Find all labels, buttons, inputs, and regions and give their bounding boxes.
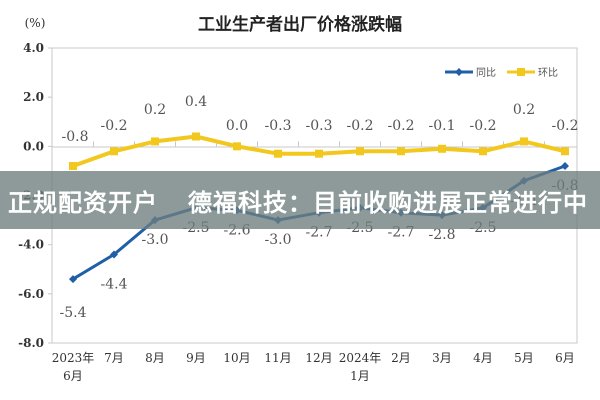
data-label: -0.1 bbox=[429, 118, 456, 134]
x-tick-label: 6月 bbox=[63, 369, 83, 383]
data-label: -0.2 bbox=[552, 118, 579, 134]
data-label: -5.4 bbox=[60, 305, 87, 321]
x-tick-label: 11月 bbox=[264, 351, 291, 365]
data-point-marker bbox=[397, 147, 405, 156]
data-point-marker bbox=[233, 142, 241, 151]
data-label: 0.2 bbox=[144, 102, 166, 118]
y-tick-label: -8.0 bbox=[18, 336, 44, 350]
data-label: -3.0 bbox=[142, 232, 169, 248]
data-label: -3.0 bbox=[265, 232, 292, 248]
data-point-marker bbox=[438, 144, 446, 153]
data-label: 0.2 bbox=[513, 102, 535, 118]
y-tick-label: 2.0 bbox=[23, 90, 44, 104]
x-tick-label: 7月 bbox=[104, 351, 124, 365]
x-tick-label: 6月 bbox=[555, 351, 575, 365]
data-point-marker bbox=[561, 147, 569, 156]
data-label: 0.0 bbox=[226, 118, 248, 134]
data-label: -0.3 bbox=[265, 118, 292, 134]
legend-label: 环比 bbox=[538, 67, 558, 79]
data-label: -0.2 bbox=[347, 118, 374, 134]
x-tick-label: 1月 bbox=[350, 369, 370, 383]
x-tick-label: 12月 bbox=[305, 351, 332, 365]
data-point-marker bbox=[561, 162, 569, 170]
y-axis-unit-label: (%) bbox=[25, 16, 46, 30]
data-point-marker bbox=[69, 162, 77, 170]
overlay-banner: 正规配资开户 德福科技：目前收购进展正常进行中 bbox=[0, 171, 600, 229]
data-point-marker bbox=[110, 147, 118, 156]
data-label: -4.4 bbox=[101, 277, 128, 293]
x-axis-ticks: 2023年 6月 7月 8月 9月 10月 11月 12月 2024年 1月 2月 3月 4月 5月 6月 bbox=[52, 141, 575, 383]
data-point-marker bbox=[192, 132, 200, 141]
y-tick-label: 0.0 bbox=[23, 139, 44, 153]
data-point-marker bbox=[479, 147, 487, 156]
x-tick-label: 2月 bbox=[391, 351, 411, 365]
data-point-marker bbox=[315, 149, 323, 158]
legend: 同比 环比 bbox=[445, 67, 558, 79]
x-tick-label: 2024年 bbox=[339, 351, 382, 365]
data-point-marker bbox=[520, 137, 528, 146]
x-tick-label: 9月 bbox=[186, 351, 206, 365]
x-tick-label: 3月 bbox=[432, 351, 452, 365]
data-point-marker bbox=[110, 250, 118, 259]
data-label: -0.2 bbox=[388, 118, 415, 134]
data-point-marker bbox=[356, 147, 364, 156]
data-label: -0.3 bbox=[306, 118, 333, 134]
banner-left-text: 正规配资开户 bbox=[8, 188, 158, 217]
chart-title: 工业生产者出厂价格涨跌幅 bbox=[198, 14, 402, 35]
y-tick-label: -4.0 bbox=[18, 238, 44, 252]
x-tick-label: 8月 bbox=[145, 351, 165, 365]
data-label: -0.2 bbox=[101, 118, 128, 134]
data-label: -0.2 bbox=[470, 118, 497, 134]
data-label: -0.8 bbox=[62, 129, 89, 145]
x-tick-label: 10月 bbox=[223, 351, 250, 365]
data-label: -2.8 bbox=[429, 227, 456, 243]
x-tick-label: 4月 bbox=[473, 351, 493, 365]
data-point-marker bbox=[151, 137, 159, 146]
data-label: 0.4 bbox=[185, 94, 207, 110]
data-point-marker bbox=[69, 275, 77, 284]
y-tick-label: 4.0 bbox=[23, 41, 44, 55]
y-tick-label: -6.0 bbox=[18, 287, 44, 301]
legend-label: 同比 bbox=[476, 67, 496, 79]
x-tick-label: 2023年 bbox=[52, 351, 95, 365]
x-tick-label: 5月 bbox=[514, 351, 534, 365]
banner-right-text: 德福科技：目前收购进展正常进行中 bbox=[188, 188, 588, 217]
data-point-marker bbox=[274, 149, 282, 158]
